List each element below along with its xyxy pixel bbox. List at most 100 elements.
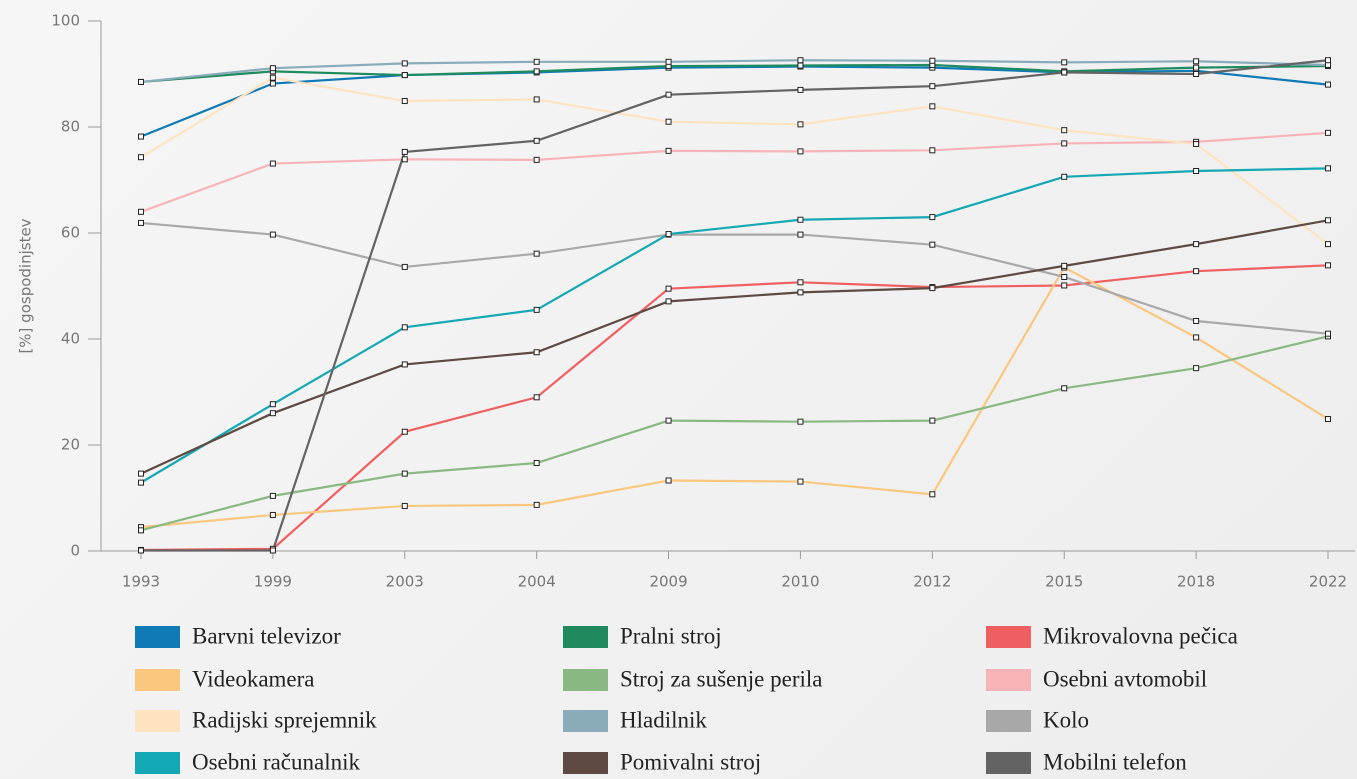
point <box>533 394 540 401</box>
point <box>401 156 408 163</box>
point <box>1061 173 1068 180</box>
point <box>1193 241 1200 248</box>
y-axis-label: [%] gospodinjstev <box>17 218 35 353</box>
point <box>929 491 936 498</box>
point <box>665 91 672 98</box>
point <box>269 74 276 81</box>
legend-swatch <box>563 669 608 691</box>
point <box>1061 273 1068 280</box>
point <box>269 410 276 417</box>
point <box>138 479 144 486</box>
y-tick-label: 80 <box>61 118 80 136</box>
point <box>1193 64 1200 71</box>
point <box>138 133 144 140</box>
legend-swatch <box>986 710 1031 732</box>
legend-swatch <box>563 626 608 648</box>
point <box>1193 58 1200 65</box>
point <box>138 208 144 215</box>
legend-label: Mikrovalovna pečica <box>1043 623 1238 648</box>
series-line <box>140 76 1329 246</box>
point <box>797 418 804 425</box>
x-tick-label: 2012 <box>913 573 951 591</box>
point <box>665 298 672 305</box>
legend-swatch <box>986 752 1031 774</box>
point <box>269 511 276 518</box>
point <box>665 285 672 292</box>
y-tick-label: 40 <box>61 330 80 348</box>
point <box>1325 129 1331 136</box>
x-tick-label: 2018 <box>1177 573 1215 591</box>
legend-label: Osebni avtomobil <box>1043 666 1207 691</box>
series-line <box>140 65 1329 138</box>
point <box>269 401 276 408</box>
point <box>1193 71 1200 77</box>
point <box>401 148 408 155</box>
point <box>1325 241 1331 248</box>
point <box>1325 81 1331 88</box>
point <box>929 241 936 248</box>
legend-label: Stroj za sušenje perila <box>620 666 822 691</box>
point <box>797 62 804 69</box>
point <box>1061 140 1068 147</box>
point <box>665 58 672 65</box>
point <box>797 231 804 238</box>
x-tick-label: 2004 <box>518 573 556 591</box>
point <box>533 250 540 257</box>
point <box>1193 167 1200 174</box>
series-line <box>140 265 1329 529</box>
point <box>797 121 804 128</box>
point <box>401 72 408 79</box>
point <box>533 306 540 313</box>
x-tick-label: 2022 <box>1309 573 1347 591</box>
point <box>665 477 672 484</box>
point <box>533 349 540 356</box>
y-tick-label: 100 <box>51 12 80 30</box>
y-tick-label: 60 <box>61 224 80 242</box>
point <box>929 83 936 90</box>
point <box>1325 416 1331 423</box>
point <box>797 279 804 286</box>
legend-label: Videokamera <box>192 666 315 691</box>
point <box>269 65 276 72</box>
legend-label: Pomivalni stroj <box>620 749 761 774</box>
x-tick-label: 1993 <box>122 573 160 591</box>
legend-label: Radijski sprejemnik <box>192 707 377 732</box>
point <box>269 160 276 167</box>
point <box>1061 59 1068 66</box>
point <box>138 527 144 534</box>
point <box>665 147 672 154</box>
point <box>401 324 408 331</box>
legend-label: Pralni stroj <box>620 623 722 648</box>
point <box>1193 317 1200 324</box>
point <box>797 148 804 155</box>
point <box>401 263 408 270</box>
point <box>929 147 936 154</box>
series-line <box>140 264 1329 552</box>
point <box>1325 165 1331 172</box>
legend-label: Osebni računalnik <box>192 749 360 774</box>
point <box>1061 385 1068 392</box>
point <box>929 214 936 221</box>
x-tick-label: 2015 <box>1045 573 1083 591</box>
series-line <box>140 335 1329 532</box>
legend-label: Mobilni telefon <box>1043 749 1187 774</box>
point <box>1325 217 1331 224</box>
point <box>1061 282 1068 289</box>
legend-swatch <box>135 626 180 648</box>
point <box>797 86 804 93</box>
series-line <box>140 63 1329 84</box>
x-tick-label: 2003 <box>386 573 424 591</box>
point <box>269 547 276 554</box>
point <box>1193 334 1200 341</box>
point <box>401 470 408 477</box>
point <box>665 417 672 424</box>
legend-swatch <box>563 710 608 732</box>
point <box>269 492 276 499</box>
point <box>138 470 144 477</box>
point <box>269 80 276 87</box>
legend-swatch <box>135 669 180 691</box>
point <box>533 96 540 103</box>
legend-swatch <box>135 710 180 732</box>
legend-swatch <box>563 752 608 774</box>
point <box>797 478 804 485</box>
